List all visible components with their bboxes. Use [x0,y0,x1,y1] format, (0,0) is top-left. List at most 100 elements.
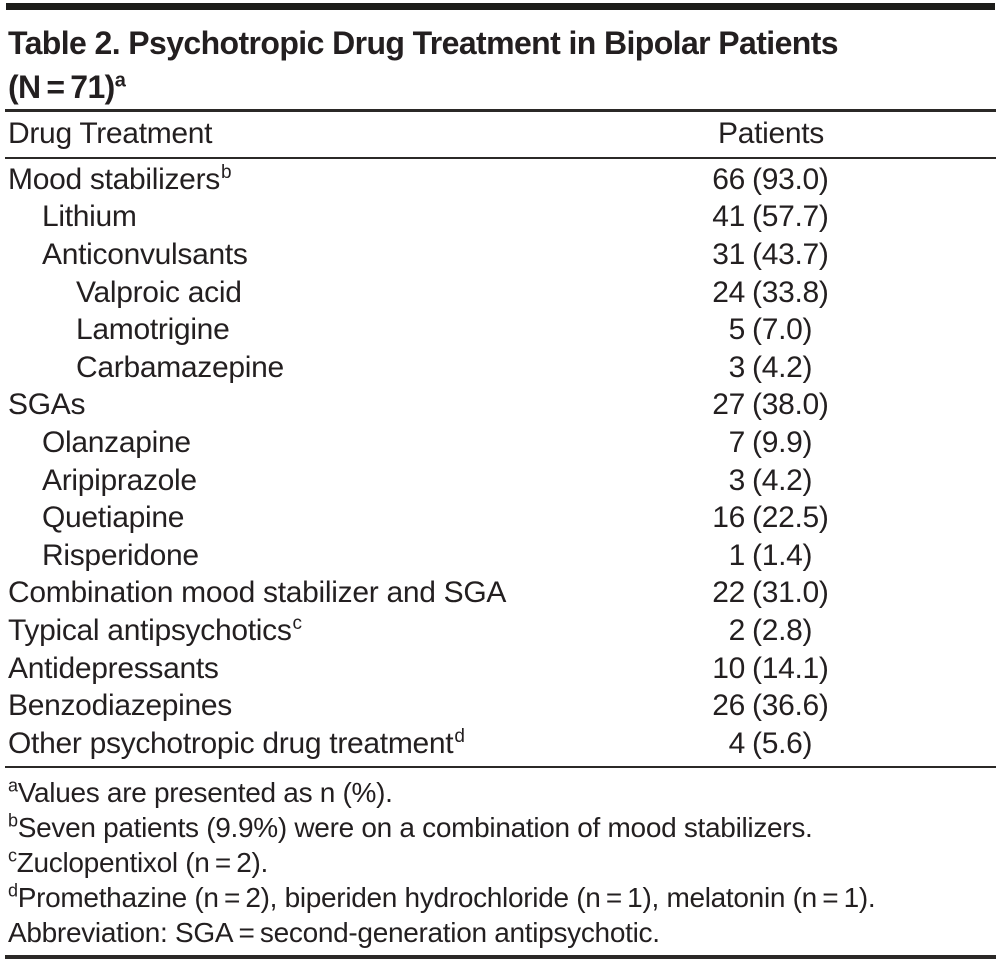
footnote-marker: b [8,810,18,831]
drug-treatment-name: Benzodiazepines [8,689,233,723]
table-title-line2: (N = 71)a [8,69,126,105]
row-label: Carbamazepine [8,351,285,385]
footnote-marker: b [220,161,232,183]
patient-percent: (9.9) [752,425,813,459]
row-label: Mood stabilizersb [8,161,232,197]
drug-treatment-name: Carbamazepine [76,350,284,384]
row-value: 16 (22.5) [703,499,829,537]
drug-treatment-name: Anticonvulsants [42,237,248,271]
row-value: 27 (38.0) [703,387,829,425]
row-label: Benzodiazepines [8,689,233,723]
patient-count: 22 [712,576,745,610]
row-label: SGAs [8,388,86,422]
footnote-text: Values are presented as n (%). [17,777,393,808]
footnote-marker: a [8,775,18,796]
patient-count: 2 [728,613,746,647]
row-label: Valproic acid [8,276,243,310]
footnote-marker: c [292,612,303,634]
footnote-marker: c [8,845,17,866]
table-bottom-border [5,955,996,959]
footnote-text: Zuclopentixol (n = 2). [16,847,269,878]
row-value: 10 (14.1) [703,650,829,688]
drug-treatment-name: Antidepressants [8,651,219,685]
title-divider [5,109,996,112]
table-row: Mood stabilizersb 66 (93.0) [8,161,1001,199]
row-value: 66 (93.0) [703,161,829,199]
row-label: Typical antipsychoticsc [8,614,302,648]
patient-count: 27 [712,388,745,422]
patient-percent: (2.8) [752,613,813,647]
table-row: SGAs 27 (38.0) [8,387,1001,425]
row-value: 22 (31.0) [703,575,829,613]
table-row: Combination mood stabilizer and SGA 22 (3… [8,575,1001,613]
patient-count: 4 [728,726,746,760]
footnotes-block: aValues are presented as n (%). bSeven p… [0,768,1001,950]
row-label: Antidepressants [8,652,220,686]
drug-treatment-name: Risperidone [42,538,199,572]
drug-treatment-name: Other psychotropic drug treatment [8,726,454,760]
column-header-patients: Patients [718,117,824,150]
patient-count: 26 [712,689,745,723]
patient-count: 16 [712,501,745,535]
table-row: Lithium 41 (57.7) [8,199,1001,237]
patient-percent: (57.7) [752,200,829,234]
patient-count: 24 [712,275,745,309]
row-label: Combination mood stabilizer and SGA [8,576,507,610]
footnote: dPromethazine (n = 2), biperiden hydroch… [8,880,993,915]
patient-percent: (1.4) [752,538,813,572]
row-value: 7 (9.9) [703,424,813,462]
footnote: bSeven patients (9.9%) were on a combina… [8,810,993,845]
row-label: Quetiapine [8,501,185,535]
footnote-marker: d [8,880,18,901]
footnote-text: Promethazine (n = 2), biperiden hydrochl… [17,882,876,913]
drug-treatment-name: Typical antipsychotics [8,613,292,647]
drug-treatment-name: Lamotrigine [76,313,230,347]
patient-percent: (36.6) [752,689,829,723]
patient-count: 31 [712,237,745,271]
row-label: Lamotrigine [8,313,230,347]
drug-treatment-name: Quetiapine [42,501,185,535]
patient-percent: (5.6) [752,726,813,760]
footnote-text: Seven patients (9.9%) were on a combinat… [17,812,813,843]
patient-percent: (22.5) [752,501,829,535]
row-label: Anticonvulsants [8,238,249,272]
footnote: Abbreviation: SGA = second-generation an… [8,915,993,950]
patient-percent: (14.1) [752,651,829,685]
patient-count: 1 [728,538,746,572]
row-value: 2 (2.8) [703,612,813,650]
table-row: Benzodiazepines 26 (36.6) [8,687,1001,725]
table-row: Risperidone 1 (1.4) [8,537,1001,575]
patient-count: 3 [728,463,746,497]
patient-count: 5 [728,313,746,347]
row-value: 3 (4.2) [703,462,813,500]
patient-percent: (43.7) [752,237,829,271]
row-value: 5 (7.0) [703,311,813,349]
footnote: aValues are presented as n (%). [8,775,993,810]
table-row: Typical antipsychoticsc 2 (2.8) [8,612,1001,650]
table-row: Valproic acid 24 (33.8) [8,274,1001,312]
table-row: Lamotrigine 5 (7.0) [8,311,1001,349]
patient-percent: (38.0) [752,388,829,422]
table-title-line1: Table 2. Psychotropic Drug Treatment in … [8,25,839,61]
patient-percent: (4.2) [752,350,813,384]
row-label: Lithium [8,200,138,234]
row-label: Risperidone [8,539,200,573]
patient-count: 41 [712,200,745,234]
footnote-marker: d [454,725,465,747]
patient-percent: (33.8) [752,275,829,309]
patient-percent: (7.0) [752,313,813,347]
row-value: 4 (5.6) [703,725,813,763]
row-value: 1 (1.4) [703,537,813,575]
drug-treatment-name: Combination mood stabilizer and SGA [8,576,507,610]
row-value: 31 (43.7) [703,236,829,274]
row-value: 26 (36.6) [703,687,829,725]
patient-percent: (4.2) [752,463,813,497]
table-body: Mood stabilizersb 66 (93.0) Lithium 41 (57… [0,159,1001,766]
row-value: 24 (33.8) [703,274,829,312]
table-row: Antidepressants 10 (14.1) [8,650,1001,688]
column-header-drug-treatment: Drug Treatment [8,117,213,150]
row-label: Other psychotropic drug treatmentd [8,727,465,761]
patient-percent: (93.0) [752,162,829,196]
drug-treatment-name: SGAs [8,388,86,422]
row-label: Aripiprazole [8,464,198,498]
